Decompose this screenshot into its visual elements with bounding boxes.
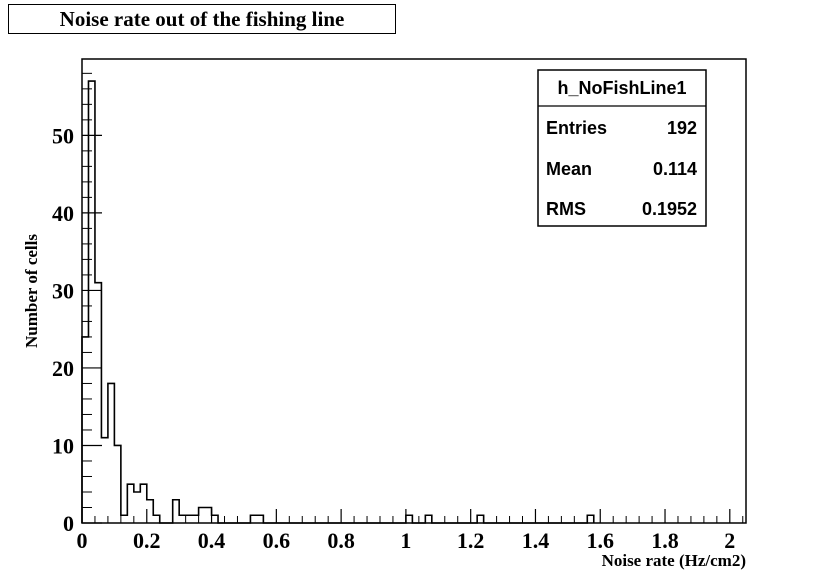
x-tick-label: 1.4 xyxy=(522,528,550,553)
x-tick-label: 0.6 xyxy=(263,528,291,553)
histogram-bin xyxy=(121,515,127,523)
histogram-bin xyxy=(127,484,133,523)
histogram-bins xyxy=(82,81,594,523)
y-tick-label: 50 xyxy=(52,123,74,148)
x-tick-label: 0.2 xyxy=(133,528,161,553)
x-tick-label: 0.4 xyxy=(198,528,226,553)
histogram-bin xyxy=(114,445,120,523)
y-axis-ticks: 0 10 20 30 40 50 xyxy=(52,72,102,536)
histogram-bin xyxy=(173,500,179,523)
stats-entries-label: Entries xyxy=(546,118,607,138)
histogram-bin xyxy=(199,507,205,523)
x-axis-label: Noise rate (Hz/cm2) xyxy=(602,551,746,570)
y-tick-label: 40 xyxy=(52,201,74,226)
x-tick-label: 0 xyxy=(77,528,88,553)
x-tick-label: 1 xyxy=(400,528,411,553)
histogram-bin xyxy=(205,507,211,523)
histogram-bin xyxy=(134,492,140,523)
x-tick-label: 1.8 xyxy=(651,528,679,553)
histogram-bin xyxy=(140,484,146,523)
histogram-bin xyxy=(477,515,483,523)
stats-box-frame xyxy=(537,69,707,227)
y-axis-label: Number of cells xyxy=(22,234,41,348)
y-tick-label: 20 xyxy=(52,356,74,381)
x-tick-label: 0.8 xyxy=(327,528,355,553)
histogram-bin xyxy=(250,515,256,523)
histogram-bin xyxy=(212,515,218,523)
histogram-bin xyxy=(257,515,263,523)
stats-mean-value: 0.114 xyxy=(653,159,697,179)
histogram-bin xyxy=(192,515,198,523)
histogram-bin xyxy=(587,515,593,523)
stats-rms-label: RMS xyxy=(546,199,586,219)
stats-mean-label: Mean xyxy=(546,159,592,179)
stats-rms-value: 0.1952 xyxy=(642,199,697,219)
x-tick-label: 1.6 xyxy=(586,528,614,553)
histogram-bin xyxy=(186,515,192,523)
histogram-bin xyxy=(101,438,107,523)
chart-title: Noise rate out of the fishing line xyxy=(8,4,396,34)
histogram-bin xyxy=(153,515,159,523)
histogram-bin xyxy=(406,515,412,523)
y-tick-label: 10 xyxy=(52,433,74,458)
y-tick-label: 0 xyxy=(63,511,74,536)
histogram-bin xyxy=(108,383,114,523)
histogram-bin xyxy=(147,500,153,523)
y-tick-label: 30 xyxy=(52,278,74,303)
stats-box: h_NoFishLine1 Entries 192 Mean 0.114 RMS… xyxy=(537,69,707,227)
histogram-bin xyxy=(425,515,431,523)
stats-box-name: h_NoFishLine1 xyxy=(557,78,686,98)
x-tick-label: 2 xyxy=(724,528,735,553)
stats-entries-value: 192 xyxy=(667,118,697,138)
histogram-bin xyxy=(88,81,94,523)
histogram-bin xyxy=(95,283,101,523)
x-tick-label: 1.2 xyxy=(457,528,485,553)
histogram-bin xyxy=(179,515,185,523)
histogram-outline xyxy=(81,80,595,524)
